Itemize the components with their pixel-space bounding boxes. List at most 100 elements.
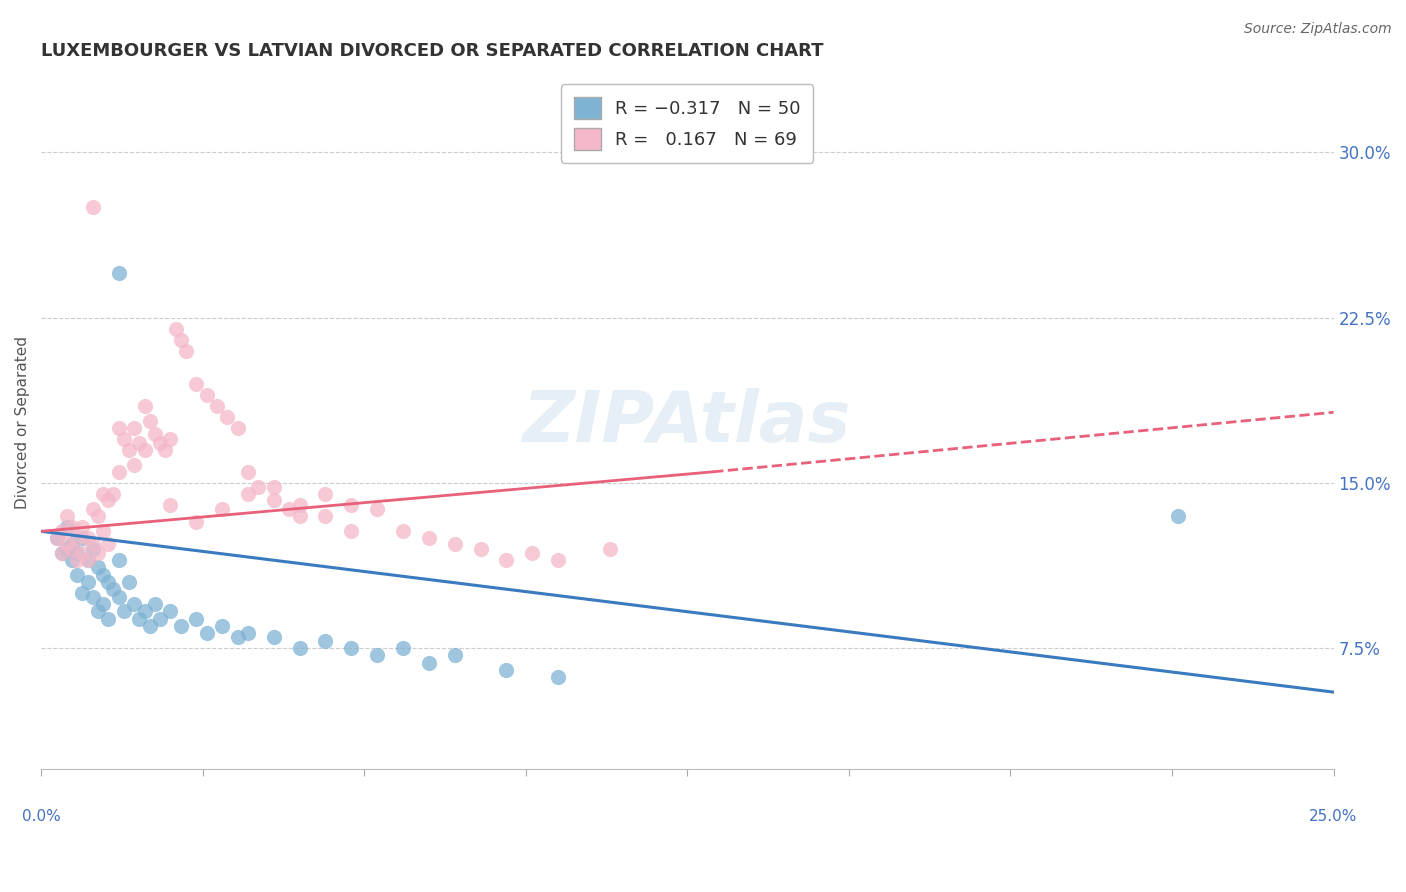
Point — [134, 604, 156, 618]
Point — [138, 414, 160, 428]
Point — [118, 574, 141, 589]
Point — [443, 537, 465, 551]
Point — [288, 508, 311, 523]
Point — [82, 541, 104, 556]
Point — [236, 487, 259, 501]
Point — [122, 458, 145, 473]
Point — [76, 531, 98, 545]
Point — [128, 612, 150, 626]
Point — [138, 619, 160, 633]
Point — [87, 559, 110, 574]
Point — [87, 508, 110, 523]
Legend: R = −0.317   N = 50, R =   0.167   N = 69: R = −0.317 N = 50, R = 0.167 N = 69 — [561, 84, 814, 162]
Point — [143, 427, 166, 442]
Point — [91, 597, 114, 611]
Text: LUXEMBOURGER VS LATVIAN DIVORCED OR SEPARATED CORRELATION CHART: LUXEMBOURGER VS LATVIAN DIVORCED OR SEPA… — [41, 42, 824, 60]
Point — [122, 421, 145, 435]
Point — [159, 432, 181, 446]
Point — [288, 641, 311, 656]
Point — [263, 480, 285, 494]
Point — [236, 465, 259, 479]
Point — [60, 541, 83, 556]
Point — [72, 546, 94, 560]
Text: 0.0%: 0.0% — [21, 809, 60, 824]
Point — [66, 531, 89, 545]
Point — [149, 436, 172, 450]
Point — [314, 508, 336, 523]
Point — [170, 619, 193, 633]
Point — [51, 546, 73, 560]
Point — [107, 267, 129, 281]
Point — [112, 432, 135, 446]
Point — [76, 553, 98, 567]
Point — [91, 568, 114, 582]
Point — [82, 502, 104, 516]
Point — [97, 537, 120, 551]
Point — [87, 546, 110, 560]
Point — [340, 524, 363, 539]
Point — [392, 641, 415, 656]
Point — [186, 612, 208, 626]
Point — [82, 537, 104, 551]
Point — [340, 641, 363, 656]
Point — [82, 201, 104, 215]
Point — [211, 502, 233, 516]
Point — [56, 508, 79, 523]
Point — [97, 493, 120, 508]
Text: ZIPAtlas: ZIPAtlas — [523, 388, 852, 457]
Point — [66, 568, 89, 582]
Point — [60, 537, 83, 551]
Point — [174, 343, 197, 358]
Point — [443, 648, 465, 662]
Point — [60, 553, 83, 567]
Point — [45, 531, 67, 545]
Point — [107, 465, 129, 479]
Point — [522, 546, 544, 560]
Point — [66, 546, 89, 560]
Point — [186, 516, 208, 530]
Point — [236, 625, 259, 640]
Point — [134, 399, 156, 413]
Point — [107, 591, 129, 605]
Point — [1167, 508, 1189, 523]
Point — [470, 541, 492, 556]
Point — [51, 524, 73, 539]
Point — [97, 612, 120, 626]
Point — [56, 520, 79, 534]
Point — [87, 604, 110, 618]
Point — [195, 387, 218, 401]
Point — [217, 409, 239, 424]
Point — [97, 574, 120, 589]
Point — [314, 634, 336, 648]
Point — [82, 591, 104, 605]
Point — [107, 553, 129, 567]
Text: Source: ZipAtlas.com: Source: ZipAtlas.com — [1244, 22, 1392, 37]
Point — [247, 480, 270, 494]
Point — [153, 442, 176, 457]
Point — [91, 524, 114, 539]
Point — [599, 541, 621, 556]
Point — [128, 436, 150, 450]
Point — [134, 442, 156, 457]
Point — [226, 630, 249, 644]
Point — [118, 442, 141, 457]
Point — [547, 553, 569, 567]
Point — [205, 399, 228, 413]
Point — [159, 604, 181, 618]
Point — [103, 582, 125, 596]
Point — [72, 520, 94, 534]
Point — [263, 493, 285, 508]
Point — [72, 586, 94, 600]
Point — [340, 498, 363, 512]
Y-axis label: Divorced or Separated: Divorced or Separated — [15, 335, 30, 508]
Point — [112, 604, 135, 618]
Point — [418, 657, 440, 671]
Point — [91, 487, 114, 501]
Point — [170, 333, 193, 347]
Point — [56, 537, 79, 551]
Point — [392, 524, 415, 539]
Point — [226, 421, 249, 435]
Point — [60, 520, 83, 534]
Point — [366, 502, 388, 516]
Point — [195, 625, 218, 640]
